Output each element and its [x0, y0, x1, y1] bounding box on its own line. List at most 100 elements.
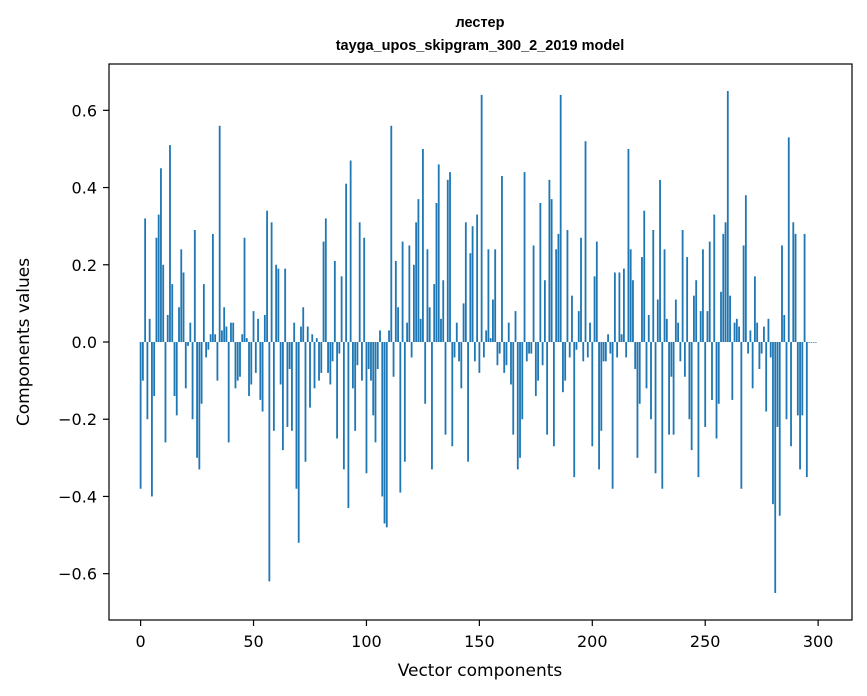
bar-281 [774, 342, 777, 593]
y-tick-label: −0.2 [58, 410, 97, 429]
bar-137 [449, 172, 451, 342]
bar-277 [765, 342, 768, 412]
bar-85 [331, 342, 334, 362]
bar-45 [241, 334, 244, 342]
bar-48 [248, 342, 250, 397]
bar-187 [562, 342, 564, 393]
bar-200 [591, 342, 594, 447]
bar-194 [577, 311, 580, 342]
bar-15 [173, 342, 176, 397]
bar-113 [394, 260, 397, 342]
bar-212 [618, 272, 621, 342]
x-tick-label: 150 [464, 632, 495, 651]
bar-278 [767, 318, 770, 342]
bar-180 [546, 342, 549, 435]
bar-13 [169, 145, 171, 342]
bar-151 [480, 94, 483, 342]
bar-298 [812, 342, 815, 343]
bar-252 [708, 241, 711, 342]
bar-61 [277, 268, 280, 342]
bar-289 [792, 222, 795, 342]
bar-22 [189, 322, 192, 342]
bar-152 [482, 342, 485, 358]
bar-201 [593, 276, 596, 342]
bar-39 [227, 342, 230, 443]
bar-74 [306, 326, 309, 342]
bar-25 [196, 342, 198, 458]
bar-128 [428, 307, 431, 342]
bar-262 [731, 342, 734, 400]
bar-133 [440, 318, 442, 342]
bar-66 [288, 342, 291, 370]
bar-130 [433, 284, 436, 342]
bar-96 [356, 342, 359, 366]
bar-101 [367, 342, 370, 370]
bar-131 [435, 203, 438, 342]
bar-207 [607, 334, 609, 342]
bar-157 [494, 249, 497, 342]
bar-0 [139, 342, 142, 489]
bar-232 [663, 249, 666, 342]
bar-99 [363, 237, 366, 342]
bar-14 [171, 284, 174, 342]
bar-159 [498, 342, 501, 354]
bar-214 [623, 268, 625, 342]
bar-143 [462, 303, 465, 342]
bar-275 [760, 342, 763, 354]
bar-206 [604, 342, 607, 362]
bar-105 [376, 342, 379, 370]
bar-98 [361, 342, 363, 381]
bar-77 [313, 342, 316, 389]
bar-75 [309, 342, 311, 408]
bar-76 [311, 334, 314, 342]
bar-162 [505, 342, 508, 366]
bar-42 [234, 342, 237, 389]
bar-186 [559, 94, 562, 342]
y-tick-label: 0.0 [72, 333, 97, 352]
bar-284 [781, 245, 783, 342]
bar-185 [557, 233, 560, 342]
bar-297 [810, 342, 813, 343]
bar-295 [805, 342, 808, 478]
bar-37 [223, 307, 226, 342]
bar-56 [266, 210, 268, 342]
bar-27 [200, 342, 203, 404]
bar-196 [582, 342, 585, 362]
bar-146 [469, 253, 472, 342]
bar-149 [476, 214, 479, 342]
bar-52 [257, 318, 259, 342]
bar-299 [814, 342, 817, 343]
bar-144 [464, 222, 467, 342]
bar-125 [422, 148, 424, 342]
bar-223 [643, 210, 646, 342]
bar-81 [322, 241, 325, 342]
bar-145 [467, 342, 469, 462]
bar-225 [647, 314, 650, 342]
bar-3 [146, 342, 149, 420]
bar-166 [514, 311, 517, 342]
bar-184 [555, 249, 558, 342]
bar-series [139, 91, 817, 593]
bar-57 [268, 342, 271, 582]
bar-126 [424, 342, 427, 404]
bar-160 [501, 175, 503, 342]
bar-100 [365, 342, 368, 474]
bar-175 [534, 342, 537, 397]
bar-204 [600, 342, 603, 431]
bar-267 [742, 245, 745, 342]
bar-256 [717, 342, 720, 404]
bar-83 [327, 342, 329, 373]
bar-231 [661, 342, 664, 489]
bar-121 [412, 264, 415, 342]
bar-290 [794, 233, 797, 342]
bar-224 [645, 342, 648, 389]
bar-266 [740, 342, 743, 489]
bar-114 [397, 307, 399, 342]
bar-136 [446, 179, 449, 342]
bar-19 [182, 272, 185, 342]
bar-227 [652, 230, 655, 342]
bar-5 [151, 342, 153, 497]
bar-150 [478, 342, 481, 373]
bar-78 [315, 338, 318, 342]
bar-218 [632, 280, 634, 342]
